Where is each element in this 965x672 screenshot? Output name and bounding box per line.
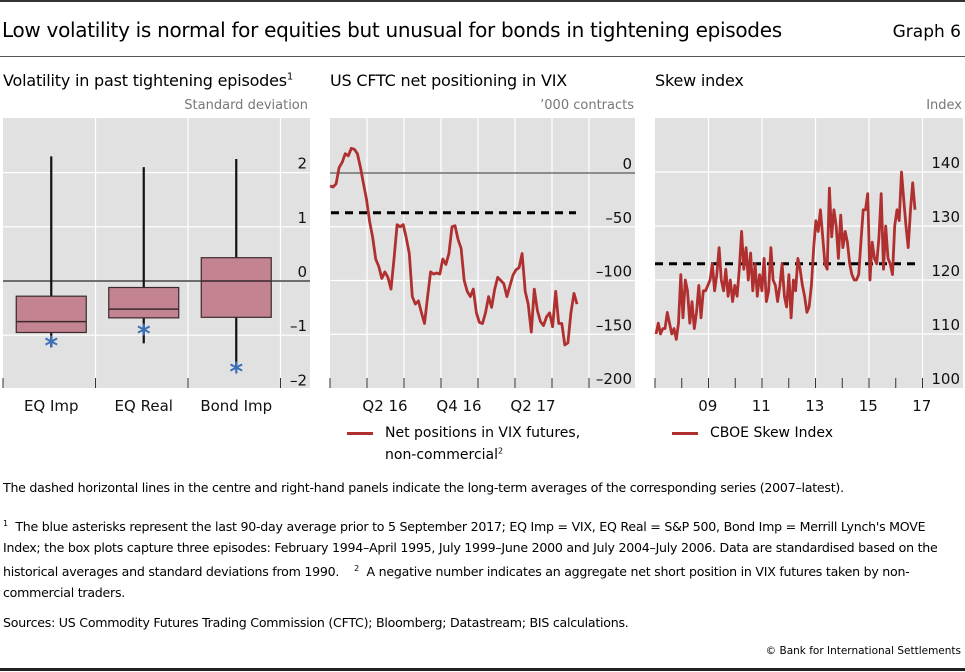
panel1-ytick-label: 0 [297,263,307,281]
panel3-legend: CBOE Skew Index [672,424,833,442]
top-rule [0,0,965,2]
footnote1-marker: 1 [3,519,8,528]
graph-title: Low volatility is normal for equities bu… [2,18,782,42]
panel1-xtick-label: EQ Imp [24,397,79,415]
panel3-ytick-label: 140 [931,154,960,172]
panel2-ytick-label: 0 [622,155,632,173]
panel1-plot-area [3,118,310,388]
panel3-xtick-label: 15 [859,397,878,415]
panel3-xtick-label: 17 [912,397,931,415]
panel2-xtick-label: Q4 16 [436,397,481,415]
panel1-title-text: Volatility in past tightening episodes [3,71,287,90]
legend-swatch-vix [347,431,373,435]
panel3-xtick-label: 09 [698,397,717,415]
panel1-xtick-label: EQ Real [115,397,173,415]
legend-label-skew: CBOE Skew Index [710,425,833,441]
box-iqr [15,295,87,334]
panel3-ytick-label: 110 [931,316,960,334]
panel2-legend: Net positions in VIX futures, non-commer… [347,424,580,464]
panel1-ytick-label: 1 [297,209,307,227]
note-general: The dashed horizontal lines in the centr… [3,480,844,495]
panel1-ytick-label: –1 [290,317,307,335]
panel2-ytick-label: –50 [605,209,632,227]
panel2-xtick-label: Q2 16 [362,397,407,415]
panel3-ytick-label: 130 [931,208,960,226]
footnote2-marker: 2 [354,564,360,574]
legend-swatch-skew [672,431,698,435]
panel1-ytick-label: –2 [290,371,307,389]
legend-label-vix-1: Net positions in VIX futures, [385,425,581,441]
panel3-ytick-label: 100 [931,370,960,388]
panel3-series-line [654,170,917,341]
bottom-rule [0,668,965,671]
sources: Sources: US Commodity Futures Trading Co… [3,615,629,630]
panel2-xtick-label: Q2 17 [510,397,555,415]
title-rule [0,56,965,57]
box-iqr [108,286,180,319]
panel2-series-line [329,146,579,347]
panel2-ytick-label: –100 [596,263,632,281]
panel1-footnote-marker: 1 [286,71,294,83]
asterisk-marker: * [137,320,151,350]
panel3-xtick-label: 13 [805,397,824,415]
footnote1-text: The blue asterisks represent the last 90… [3,519,938,580]
panel2-unit: ’000 contracts [540,98,634,113]
panel2-plot-area [330,118,635,388]
panel3-unit: Index [926,98,962,113]
panel3-plot-area [655,118,963,388]
panel2-title: US CFTC net positioning in VIX [330,71,567,90]
graph-number: Graph 6 [892,22,961,42]
legend-label-vix-2: non-commercial2 [385,446,504,463]
footnote2-text: A negative number indicates an aggregate… [3,564,910,601]
asterisk-marker: * [229,358,243,388]
panel1-xtick-label: Bond Imp [200,397,272,415]
panel1-ytick-label: 2 [297,155,307,173]
panel3-xtick-label: 11 [752,397,771,415]
box-iqr [200,257,272,318]
panel3-ytick-label: 120 [931,262,960,280]
copyright: © Bank for International Settlements [765,645,961,657]
panel1-unit: Standard deviation [184,98,308,113]
panel3-title: Skew index [655,71,744,90]
panel2-ytick-label: –150 [596,316,632,334]
panel2-ytick-label: –200 [596,370,632,388]
footnotes: 1 The blue asterisks represent the last … [3,513,963,603]
asterisk-marker: * [44,332,58,362]
panel1-title: Volatility in past tightening episodes1 [3,71,293,90]
